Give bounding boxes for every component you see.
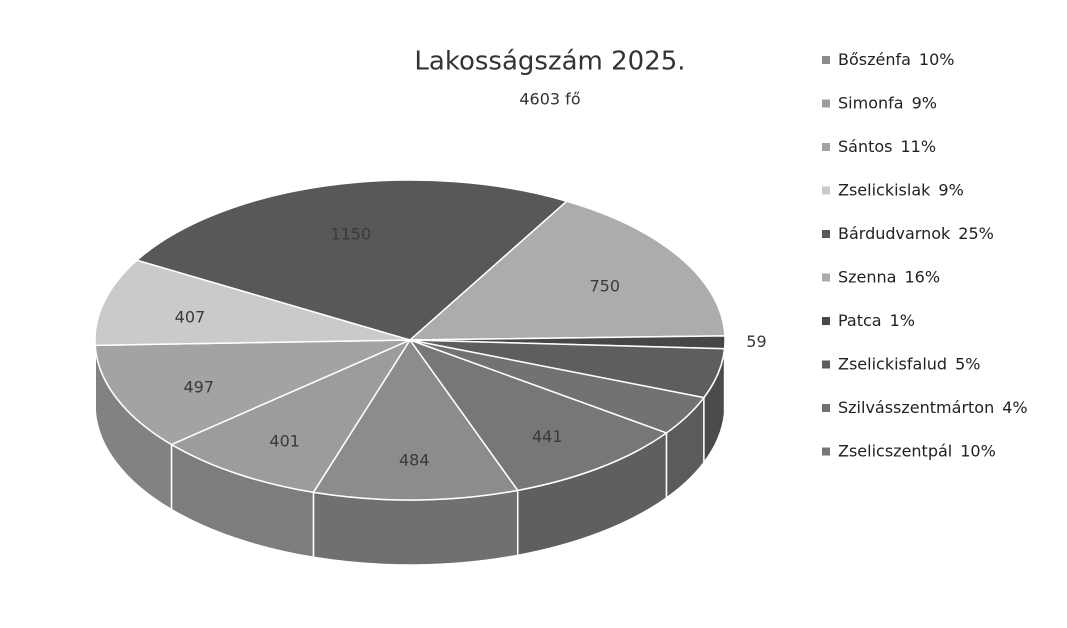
legend-percent: 5% bbox=[955, 354, 980, 373]
data-label: 59 bbox=[746, 332, 766, 351]
legend-name: Bárdudvarnok bbox=[838, 224, 951, 243]
legend-name: Szilvásszentmárton bbox=[838, 398, 994, 417]
legend-name: Zselicszentpál bbox=[838, 441, 952, 460]
data-label: 441 bbox=[532, 427, 563, 446]
slice bbox=[407, 338, 669, 492]
chart-subtitle: 4603 fő bbox=[519, 90, 580, 109]
slice bbox=[407, 200, 726, 341]
legend-label: Sántos 11% bbox=[838, 137, 936, 156]
data-label: 497 bbox=[183, 377, 214, 396]
legend-label: Zselicszentpál 10% bbox=[838, 441, 996, 460]
legend-marker bbox=[822, 273, 830, 282]
legend-label: Bőszénfa 10% bbox=[838, 50, 954, 69]
legend-label: Szilvásszentmárton 4% bbox=[838, 398, 1028, 417]
legend-percent: 1% bbox=[890, 311, 915, 330]
legend-label: Zselickisfalud 5% bbox=[838, 354, 980, 373]
legend-name: Zselickislak bbox=[838, 180, 931, 199]
legend-marker bbox=[822, 404, 830, 412]
slice-side bbox=[312, 489, 519, 566]
data-label: 401 bbox=[269, 432, 300, 451]
legend-name: Sántos bbox=[838, 137, 893, 156]
legend-marker bbox=[822, 56, 830, 64]
legend-label: Simonfa 9% bbox=[838, 93, 937, 112]
slice bbox=[94, 259, 411, 347]
legend-percent: 16% bbox=[904, 267, 940, 286]
legend-marker bbox=[822, 230, 830, 238]
legend-percent: 10% bbox=[960, 441, 996, 460]
chart-title: Lakosságszám 2025. bbox=[414, 47, 685, 77]
legend-percent: 9% bbox=[938, 180, 963, 199]
data-label: 1150 bbox=[331, 224, 372, 243]
legend-label: Szenna 16% bbox=[838, 267, 940, 286]
legend-name: Patca bbox=[838, 311, 882, 330]
legend-percent: 25% bbox=[958, 224, 994, 243]
legend-marker bbox=[822, 317, 830, 325]
slice bbox=[312, 338, 520, 501]
legend-name: Szenna bbox=[838, 267, 896, 286]
slice bbox=[169, 338, 412, 494]
legend-marker bbox=[822, 99, 830, 108]
slice bbox=[135, 179, 569, 341]
legend-label: Patca 1% bbox=[838, 311, 915, 330]
data-label: 407 bbox=[175, 308, 206, 327]
legend-percent: 4% bbox=[1002, 398, 1027, 417]
legend-marker bbox=[822, 143, 830, 151]
legend-marker bbox=[822, 360, 830, 369]
legend-label: Bárdudvarnok 25% bbox=[838, 224, 994, 243]
data-label: 750 bbox=[590, 276, 621, 295]
slice-sides bbox=[94, 339, 726, 566]
data-label: 484 bbox=[399, 451, 430, 470]
legend-percent: 9% bbox=[912, 93, 937, 112]
legend-percent: 10% bbox=[919, 50, 955, 69]
legend-marker bbox=[822, 447, 830, 456]
legend-percent: 11% bbox=[901, 137, 937, 156]
legend-name: Simonfa bbox=[838, 93, 904, 112]
legend-name: Bőszénfa bbox=[838, 50, 911, 69]
legend-label: Zselickislak 9% bbox=[838, 180, 964, 199]
legend-name: Zselickisfalud bbox=[838, 354, 947, 373]
legend-marker bbox=[822, 186, 830, 195]
slice bbox=[94, 339, 411, 446]
slice-tops bbox=[94, 179, 726, 501]
